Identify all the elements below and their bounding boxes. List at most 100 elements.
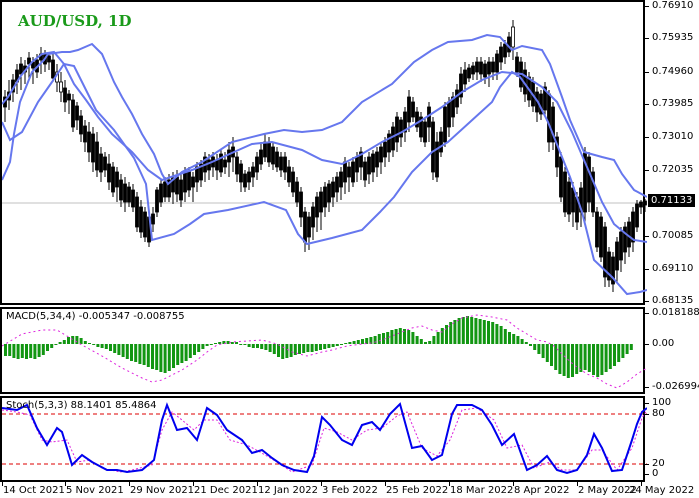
- macd-histogram-bar: [411, 332, 415, 344]
- macd-histogram-bar: [96, 344, 100, 347]
- macd-histogram-bar: [403, 329, 406, 344]
- candlestick: [379, 142, 383, 174]
- macd-histogram-bar: [625, 344, 629, 354]
- macd-histogram-bar: [541, 344, 545, 358]
- time-label: 18 Mar 2022: [450, 485, 514, 496]
- macd-histogram-bar: [583, 344, 587, 370]
- candlestick: [283, 152, 287, 180]
- macd-histogram-bar: [50, 344, 54, 348]
- macd-histogram-bar: [377, 334, 381, 344]
- macd-panel[interactable]: MACD(5,34,4) -0.005347 -0.008755: [0, 307, 647, 394]
- candlestick: [235, 152, 239, 182]
- axis-label: 0.018188: [652, 307, 699, 318]
- macd-histogram-bar: [382, 333, 385, 344]
- axis-tick: [645, 313, 649, 314]
- candlestick: [371, 150, 375, 182]
- axis-label: 0.70085: [652, 230, 694, 241]
- stochastic-canvas: [2, 402, 647, 475]
- candlestick: [631, 207, 635, 252]
- macd-histogram-bar: [20, 344, 24, 358]
- candlestick: [219, 150, 223, 177]
- candlestick: [295, 177, 299, 207]
- axis-tick: [645, 104, 649, 105]
- time-label: 12 Jan 2022: [258, 485, 318, 496]
- candlestick: [363, 157, 367, 187]
- macd-histogram-bar: [545, 344, 549, 362]
- axis-label: 0.73010: [652, 131, 694, 142]
- macd-histogram-bar: [613, 344, 616, 366]
- macd-histogram-bar: [8, 344, 12, 356]
- macd-histogram-bar: [92, 344, 96, 345]
- axis-tick: [645, 137, 649, 138]
- candlestick: [347, 162, 351, 192]
- macd-histogram-bar: [138, 344, 142, 364]
- macd-histogram-bar: [218, 342, 222, 344]
- time-tick: [513, 482, 514, 486]
- macd-histogram-bar: [617, 344, 621, 362]
- candlestick: [79, 110, 83, 142]
- macd-histogram-bar: [88, 343, 91, 344]
- candlestick: [499, 42, 503, 70]
- candlestick: [63, 80, 67, 112]
- macd-histogram-bar: [256, 344, 259, 348]
- macd-histogram-bar: [482, 320, 486, 344]
- candlestick: [511, 20, 515, 60]
- macd-signal-line: [2, 314, 647, 389]
- candlestick: [603, 222, 607, 287]
- candlestick: [611, 252, 615, 292]
- macd-histogram-bar: [373, 336, 377, 344]
- candlestick: [163, 177, 167, 202]
- macd-histogram-bar: [180, 344, 184, 363]
- stochastic-signal-line: [2, 407, 647, 473]
- macd-histogram-bar: [436, 332, 440, 344]
- candlestick: [315, 192, 319, 232]
- time-tick: [129, 482, 130, 486]
- macd-histogram-bar: [461, 317, 465, 344]
- candlestick: [19, 57, 23, 90]
- time-tick: [257, 482, 258, 486]
- macd-histogram-bar: [121, 344, 125, 357]
- candlestick: [39, 47, 43, 74]
- candlestick: [91, 127, 95, 172]
- candlestick: [623, 222, 627, 264]
- candlestick: [567, 177, 571, 222]
- candlestick: [427, 102, 431, 142]
- time-tick: [65, 482, 66, 486]
- macd-histogram-bar: [503, 329, 507, 344]
- macd-histogram-bar: [491, 322, 495, 344]
- price-chart-panel[interactable]: AUD/USD, 1D: [0, 0, 647, 305]
- macd-histogram-bar: [146, 344, 150, 367]
- macd-histogram-bar: [222, 341, 226, 344]
- macd-histogram-bar: [600, 344, 604, 375]
- candlestick: [483, 60, 487, 84]
- macd-histogram-bar: [319, 344, 322, 350]
- axis-label: 0.00: [652, 338, 675, 349]
- candlestick: [459, 67, 463, 104]
- macd-histogram-bar: [499, 326, 503, 344]
- macd-histogram-bar: [352, 341, 356, 344]
- candlestick: [299, 187, 303, 227]
- macd-histogram-bar: [281, 344, 285, 359]
- macd-histogram-bar: [550, 344, 553, 366]
- axis-tick: [645, 474, 649, 475]
- stochastic-panel[interactable]: Stoch(5,3,3) 88.1401 85.4864: [0, 396, 647, 482]
- macd-histogram-bar: [449, 322, 453, 344]
- macd-histogram-bar: [592, 344, 595, 375]
- macd-histogram-bar: [172, 344, 175, 368]
- candlestick: [319, 187, 323, 230]
- candlestick: [331, 177, 335, 207]
- axis-tick: [645, 170, 649, 171]
- macd-histogram-bar: [566, 344, 570, 378]
- time-tick: [2, 482, 3, 486]
- candlestick: [107, 154, 111, 190]
- candlestick: [271, 142, 275, 170]
- macd-histogram-bar: [79, 338, 83, 344]
- candlestick: [59, 72, 63, 102]
- candlestick: [635, 200, 639, 232]
- time-label: 21 Dec 2021: [194, 485, 258, 496]
- candlestick: [351, 157, 355, 187]
- candlestick: [263, 134, 267, 162]
- macd-histogram-bar: [390, 330, 394, 344]
- macd-histogram-bar: [369, 337, 373, 344]
- candlestick: [243, 170, 247, 192]
